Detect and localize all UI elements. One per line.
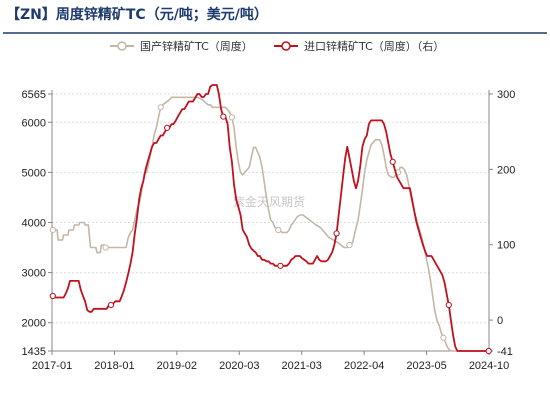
legend-marker-domestic: [117, 41, 127, 51]
x-tick-label: 2021-03: [282, 360, 322, 372]
data-point-domestic: [102, 244, 109, 251]
data-point-domestic: [440, 334, 447, 341]
y-left-tick-label: 4000: [22, 218, 46, 230]
x-tick-label: 2017-01: [32, 360, 72, 372]
gridlines: [52, 93, 489, 352]
y-right-tick-label: 0: [497, 315, 503, 327]
legend-marker-import: [281, 41, 291, 51]
y-right-tick-label: -41: [497, 346, 513, 358]
x-tick-label: 2020-03: [219, 360, 259, 372]
series-lines: [49, 84, 492, 355]
data-point-import: [333, 230, 340, 237]
y-left-tick-label: 6565: [22, 89, 46, 101]
data-point-domestic: [275, 226, 282, 234]
data-point-domestic: [346, 241, 353, 249]
legend-label-domestic: 国产锌精矿TC（周度）: [140, 39, 253, 53]
data-point-import: [164, 124, 171, 132]
x-tick-label: 2023-05: [406, 360, 446, 372]
legend: 国产锌精矿TC（周度） 进口锌精矿TC（周度）（右）: [110, 39, 444, 53]
series-line-domestic: [52, 96, 489, 352]
y-right-tick-label: 200: [497, 164, 515, 176]
y-left-tick-label: 2000: [22, 318, 46, 330]
data-point-domestic: [228, 114, 235, 121]
legend-label-import: 进口锌精矿TC（周度）（右）: [304, 39, 444, 53]
data-point-import: [220, 113, 227, 120]
x-tick-label: 2018-01: [94, 360, 134, 372]
x-tick-label: 2024-10: [469, 360, 509, 372]
y-axis-left-ticks: 1435 2000 3000 4000 5000 6000 6565: [22, 89, 52, 358]
watermark: 紫金天风期货: [233, 194, 305, 209]
y-left-tick-label: 3000: [22, 268, 46, 280]
y-axis-right-ticks: -41 0 100 200 300: [489, 89, 515, 358]
y-left-tick-label: 6000: [22, 117, 46, 129]
x-axis-ticks: 2017-01 2018-01 2019-02 2020-03 2021-03 2022-…: [32, 351, 509, 372]
x-tick-label: 2019-02: [157, 360, 197, 372]
data-point-import: [277, 262, 284, 269]
y-left-tick-label: 5000: [22, 167, 46, 179]
axes: [51, 90, 490, 352]
data-point-import: [445, 301, 452, 309]
y-left-tick-label: 1435: [22, 346, 46, 358]
data-point-domestic: [49, 226, 56, 234]
y-right-tick-label: 300: [497, 89, 515, 101]
data-point-import: [107, 301, 115, 309]
data-point-import: [485, 347, 492, 355]
data-point-import: [49, 292, 56, 300]
y-right-tick-label: 100: [497, 240, 515, 252]
chart-title: 【ZN】周度锌精矿TC（元/吨；美元/吨）: [6, 6, 268, 23]
x-tick-label: 2022-04: [344, 360, 384, 372]
data-point-domestic: [157, 104, 164, 111]
data-point-import: [389, 158, 396, 165]
